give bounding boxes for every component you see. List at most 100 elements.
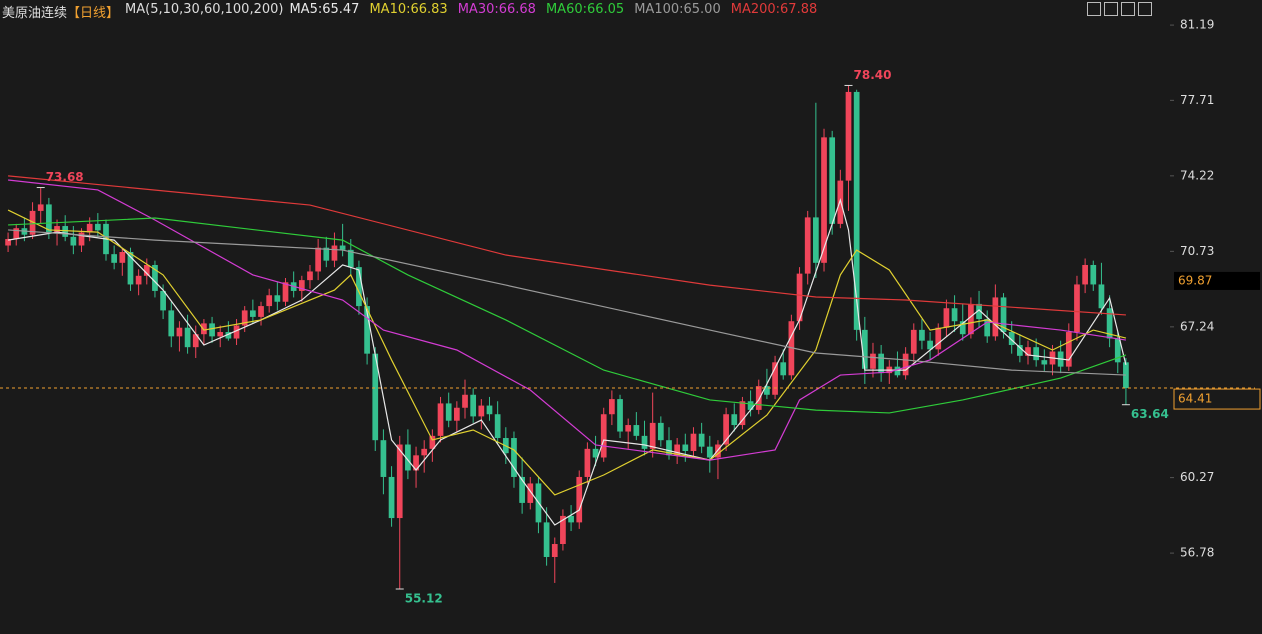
candle-body — [1106, 308, 1113, 339]
candle-body — [690, 433, 697, 452]
candle-body — [217, 332, 224, 337]
toolbar — [1087, 2, 1152, 16]
candle-body — [152, 264, 158, 291]
candle-body — [902, 353, 909, 376]
legend-entry: MA30:66.68 — [457, 2, 536, 17]
candle-body — [878, 353, 884, 374]
candle-body — [1123, 362, 1129, 389]
candle-body — [764, 386, 770, 395]
tool-button[interactable] — [1087, 2, 1101, 16]
candle-body — [380, 440, 387, 477]
candle-body — [1025, 347, 1031, 356]
candle-body — [1065, 332, 1072, 367]
candle-body — [323, 247, 330, 261]
candle-body — [747, 401, 754, 410]
annotation: 55.12 — [405, 592, 443, 606]
candle-body — [250, 310, 256, 317]
candle-body — [241, 310, 248, 326]
annotation: 78.40 — [854, 68, 892, 82]
candle-body — [307, 271, 313, 281]
candle-body — [657, 422, 664, 441]
candle-body — [13, 228, 20, 240]
candle-body — [266, 295, 273, 307]
candle-body — [405, 444, 411, 471]
candle-body — [723, 414, 729, 445]
candle-body — [258, 306, 264, 317]
candle-body — [927, 340, 933, 350]
candle-body — [519, 476, 525, 503]
candle-body — [568, 515, 574, 523]
candle-body — [29, 210, 36, 235]
tool-button[interactable] — [1138, 2, 1152, 16]
candle-body — [698, 433, 705, 447]
ma-params: MA(5,10,30,60,100,200) — [125, 2, 284, 17]
legend-entry: MA10:66.83 — [369, 2, 448, 17]
annotation: 73.68 — [46, 170, 84, 184]
candle-body — [233, 325, 240, 339]
candle-body — [780, 362, 787, 376]
candle-body — [796, 273, 803, 322]
candle-body — [1008, 332, 1015, 346]
candle-body — [649, 422, 656, 449]
candle-body — [160, 290, 166, 311]
legend: MA5:65.47 MA10:66.83 MA30:66.68 MA60:66.05 M… — [289, 2, 817, 21]
last-price-label: 64.41 — [1178, 392, 1212, 406]
candle-body — [666, 440, 672, 456]
candle-body — [894, 366, 901, 376]
candle-body — [462, 394, 468, 408]
legend-entry: MA60:66.05 — [545, 2, 625, 17]
crosshair-box — [1174, 271, 1260, 290]
candle-body — [829, 137, 836, 224]
tool-button[interactable] — [1104, 2, 1118, 16]
candle-body — [600, 414, 607, 458]
y-tick-label: 67.24 — [1180, 319, 1214, 333]
ma-line — [8, 175, 1126, 316]
candle-body — [813, 217, 819, 263]
candle-body — [543, 522, 550, 557]
candle-body — [1016, 345, 1023, 356]
candle-body — [274, 295, 281, 302]
candle-body — [959, 321, 966, 335]
candle-body — [192, 334, 199, 348]
candle-body — [119, 251, 126, 263]
candle-body — [176, 327, 183, 337]
candle-body — [1041, 360, 1048, 365]
candle-body — [755, 386, 762, 410]
candle-body — [633, 425, 640, 436]
candle-body — [437, 403, 444, 436]
candle-body — [951, 308, 958, 322]
candle-body — [919, 329, 925, 341]
candle-body — [46, 204, 52, 233]
candle-body — [576, 476, 583, 523]
candle-body — [421, 448, 428, 456]
candle-body — [584, 448, 591, 477]
y-tick-label: 81.19 — [1180, 18, 1214, 32]
candle-body — [388, 476, 395, 519]
candle-body — [298, 280, 305, 291]
candle-body — [551, 544, 558, 557]
candle-body — [364, 306, 370, 354]
ma-line — [7, 198, 1127, 526]
candle-body — [347, 249, 354, 268]
candle-body — [821, 137, 827, 263]
header: 美原油连续 【日线】 MA(5,10,30,60,100,200) MA5:65… — [2, 2, 817, 21]
title: 美原油连续 — [2, 6, 68, 21]
candle-body — [62, 226, 69, 237]
candle-body — [486, 405, 493, 415]
legend-entry: MA100:65.00 — [634, 2, 721, 17]
candle-body — [625, 425, 632, 432]
candle-body — [641, 435, 648, 449]
crosshair-label: 69.87 — [1178, 273, 1212, 287]
candle-body — [617, 399, 623, 432]
candle-body — [1074, 284, 1080, 333]
candle-body — [706, 446, 713, 458]
y-tick-label: 56.78 — [1180, 546, 1214, 560]
period: 【日线】 — [67, 6, 120, 21]
candle-body — [168, 310, 175, 337]
candle-body — [445, 403, 452, 421]
legend-entry: MA200:67.88 — [730, 2, 818, 17]
candle-body — [804, 217, 811, 274]
tool-button[interactable] — [1121, 2, 1135, 16]
candle-body — [111, 254, 118, 263]
y-tick-label: 60.27 — [1180, 470, 1214, 484]
